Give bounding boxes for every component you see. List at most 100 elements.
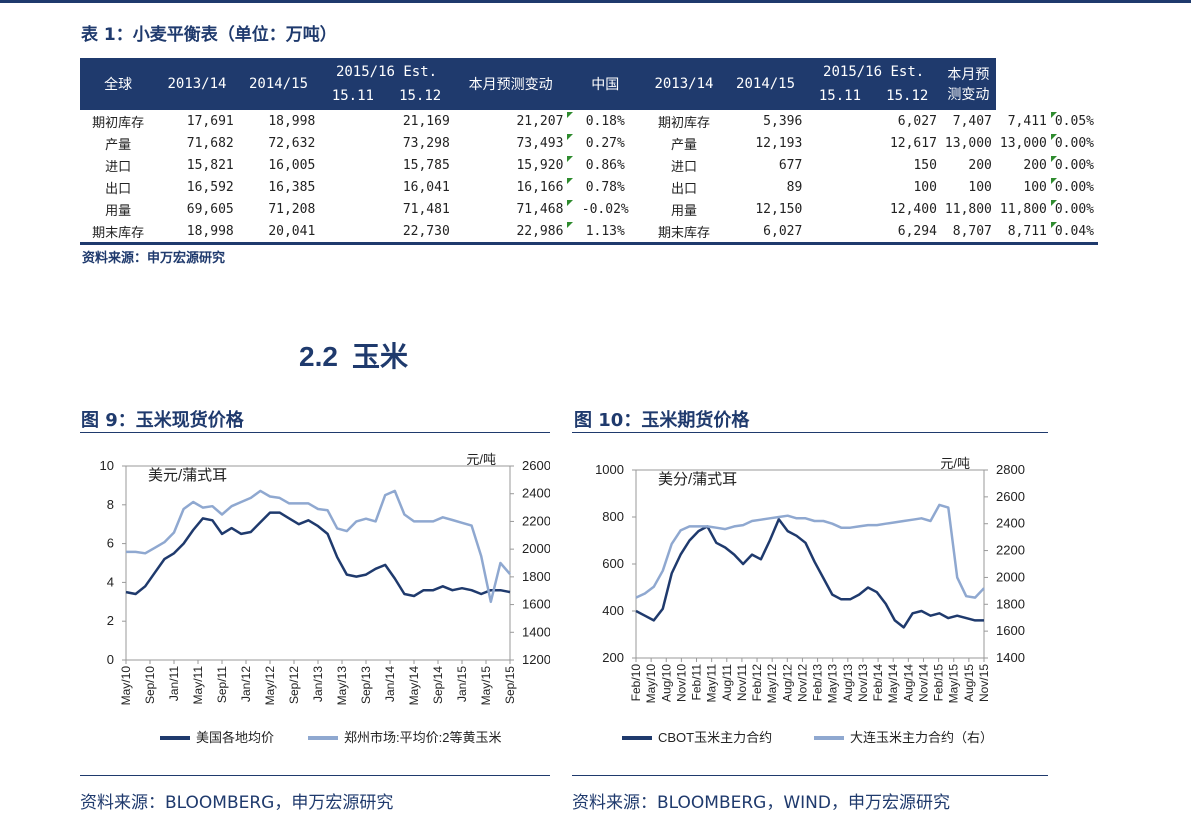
x-tick-label: Aug/10 (659, 664, 673, 702)
table-source: 资料来源：申万宏源研究 (82, 251, 226, 266)
table-row: 期初库存 17,691 18,998 21,169 21,207 0.18% 期初库存 5,3… (80, 110, 1098, 132)
header-global-change: 本月预测变动 (453, 58, 568, 110)
comment-marker-icon (1050, 178, 1057, 184)
header-china: 中国 (567, 58, 644, 110)
change-value: 0.00% (1054, 157, 1094, 173)
china-change-cell: 0.05% (1050, 110, 1098, 132)
x-tick-label: Jan/13 (311, 666, 325, 702)
y-tick-label: 6 (107, 536, 114, 551)
row-label: 期末库存 (80, 220, 157, 245)
fig9-source: 资料来源：BLOOMBERG，申万宏源研究 (80, 793, 394, 813)
legend-label: CBOT玉米主力合约 (658, 730, 772, 745)
y2-tick-label: 2200 (996, 543, 1025, 558)
change-value: 0.04% (1054, 223, 1094, 239)
x-tick-label: May/13 (335, 666, 349, 706)
change-value: 0.78% (585, 179, 625, 195)
china-change-cell: 0.04% (1050, 220, 1098, 245)
china-cell: 12,400 (889, 201, 937, 217)
global-cell: 73,298 (402, 135, 450, 151)
change-value: 0.00% (1054, 135, 1094, 151)
legend-label: 大连玉米主力合约（右） (850, 730, 993, 745)
global-change-cell: -0.02% (567, 198, 643, 220)
china-change-cell: 0.00% (1050, 132, 1098, 154)
x-tick-label: Feb/12 (750, 664, 764, 702)
x-tick-label: Nov/10 (674, 664, 688, 702)
global-cell: 16,041 (402, 179, 450, 195)
plot-frame (125, 465, 511, 661)
change-value: 0.00% (1054, 201, 1094, 217)
table-row: 出口 16,592 16,385 16,041 16,166 0.78% 出口 89 100 10… (80, 176, 1098, 198)
y2-tick-label: 2600 (996, 489, 1025, 504)
comment-marker-icon (567, 178, 574, 184)
x-tick-label: Sep/13 (359, 666, 373, 704)
row-label: 用量 (105, 203, 132, 219)
china-cell: 7,407 (952, 113, 992, 129)
x-tick-label: Aug/12 (780, 664, 794, 702)
x-tick-label: May/13 (826, 664, 840, 704)
y2-tick-label: 1800 (996, 596, 1025, 611)
global-cell: 69,605 (186, 201, 234, 217)
x-tick-label: May/11 (191, 666, 205, 705)
fig10-source: 资料来源：BLOOMBERG，WIND，申万宏源研究 (572, 793, 950, 813)
y-tick-label: 8 (107, 497, 114, 512)
china-cell: 5,396 (763, 113, 803, 129)
global-cell: 71,481 (402, 201, 450, 217)
global-cell: 16,005 (268, 157, 316, 173)
x-tick-label: Feb/10 (629, 664, 643, 702)
legend-label: 郑州市场:平均价:2等黄玉米 (344, 730, 501, 745)
global-cell: 15,920 (516, 157, 564, 173)
x-tick-label: Feb/14 (871, 664, 885, 702)
x-tick-label: Sep/10 (143, 666, 157, 704)
row-label: 产量 (105, 137, 132, 153)
comment-marker-icon (567, 156, 574, 162)
fig10-title: 图 10：玉米期货价格 (574, 410, 750, 431)
y-tick-label: 10 (100, 458, 114, 473)
comment-marker-icon (1050, 112, 1057, 118)
y-tick-label: 400 (602, 603, 624, 618)
y2-tick-label: 1200 (522, 652, 550, 667)
y-tick-label: 1000 (595, 462, 624, 477)
china-cell: 13,000 (999, 135, 1047, 151)
x-tick-label: Jan/15 (455, 666, 469, 702)
china-cell: 13,000 (944, 135, 992, 151)
china-change-cell: 0.00% (1050, 198, 1098, 220)
fig10-rule (572, 432, 1048, 433)
china-cell: 12,193 (755, 135, 803, 151)
table-title: 表 1：小麦平衡表（单位：万吨） (81, 25, 337, 45)
china-cell: 200 (968, 157, 992, 173)
fig10-chart: 200 400 600 800 1000 1400 1600 1800 2000 2200 2400… (595, 456, 1025, 745)
table-row: 用量 69,605 71,208 71,481 71,468 -0.02% 用量 12,150… (80, 198, 1098, 220)
series-line-dark (635, 518, 984, 629)
global-cell: 72,632 (268, 135, 316, 151)
china-cell: 11,800 (999, 201, 1047, 217)
x-tick-label: May/15 (947, 664, 961, 704)
y2-tick-label: 1400 (522, 624, 550, 639)
y2-tick-label: 2200 (522, 513, 550, 528)
china-cell: 200 (1023, 157, 1047, 173)
y2-tick-label: 2000 (996, 569, 1025, 584)
x-tick-label: May/15 (479, 666, 493, 706)
header-global: 全球 (80, 58, 157, 110)
global-cell: 17,691 (186, 113, 234, 129)
global-cell: 21,207 (516, 113, 564, 129)
global-cell: 22,730 (319, 220, 454, 245)
x-tick-label: Jan/14 (383, 666, 397, 702)
china-cell: 8,711 (995, 220, 1051, 245)
change-value: 0.86% (585, 157, 625, 173)
y2-tick-label: 1400 (996, 650, 1025, 665)
series-line-dark (125, 511, 511, 598)
row-label: 用量 (670, 203, 697, 219)
x-tick-label: Sep/14 (431, 666, 445, 704)
global-change-cell: 0.18% (567, 110, 643, 132)
row-label: 期初库存 (92, 115, 145, 131)
x-tick-label: Sep/12 (287, 666, 301, 704)
china-cell: 6,027 (724, 220, 807, 245)
global-cell: 15,821 (186, 157, 234, 173)
china-cell: 6,294 (806, 220, 941, 245)
china-cell: 11,800 (944, 201, 992, 217)
row-label: 产量 (670, 137, 697, 153)
china-cell: 12,617 (889, 135, 937, 151)
y2-tick-label: 2400 (522, 486, 550, 501)
comment-marker-icon (567, 200, 574, 206)
y-tick-label: 4 (107, 574, 114, 589)
